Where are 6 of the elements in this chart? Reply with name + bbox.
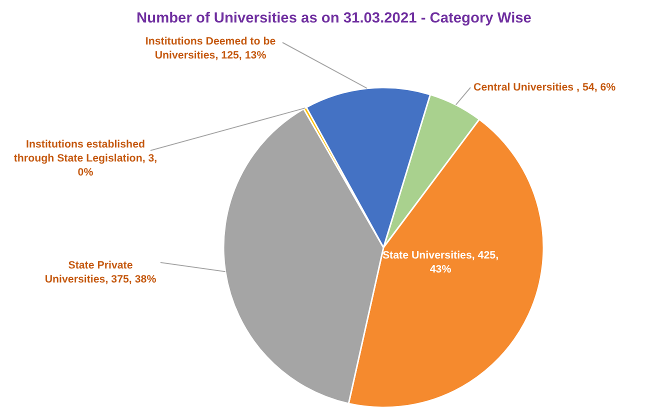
slice-label: Institutions established through State Legislation, 3, 0% [14,138,158,178]
slice-label: State Private Universities, 375, 38% [44,260,157,286]
chart-title: Number of Universities as on 31.03.2021 - Category Wise [136,10,532,26]
slice-label: State Universities, 425, 43% [382,250,499,276]
slice-label: Institutions Deemed to be Universities, 125, 13% [145,36,276,62]
slice-label: Central Universities , 54, 6% [474,82,616,94]
